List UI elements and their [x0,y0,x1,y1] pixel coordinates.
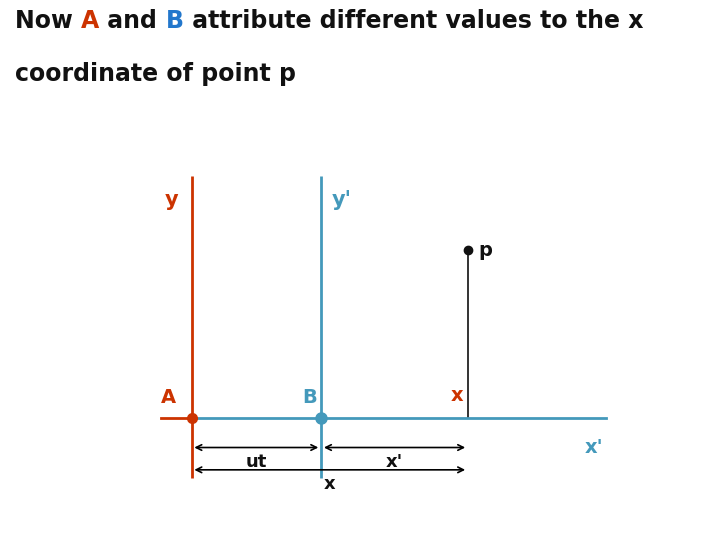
Text: y: y [165,190,179,210]
Text: A: A [161,388,176,407]
Text: x': x' [585,438,603,457]
Text: p: p [478,241,492,260]
Text: coordinate of point p: coordinate of point p [15,62,296,86]
Text: ut: ut [246,453,267,471]
Text: B: B [302,388,317,407]
Text: and: and [99,9,166,33]
Text: x': x' [386,453,403,471]
Text: Now: Now [15,9,81,33]
Text: A: A [81,9,99,33]
Text: attribute different values to the x: attribute different values to the x [184,9,643,33]
Text: x: x [451,386,464,405]
Text: B: B [166,9,184,33]
Text: y': y' [331,190,351,210]
Text: x: x [324,475,336,494]
